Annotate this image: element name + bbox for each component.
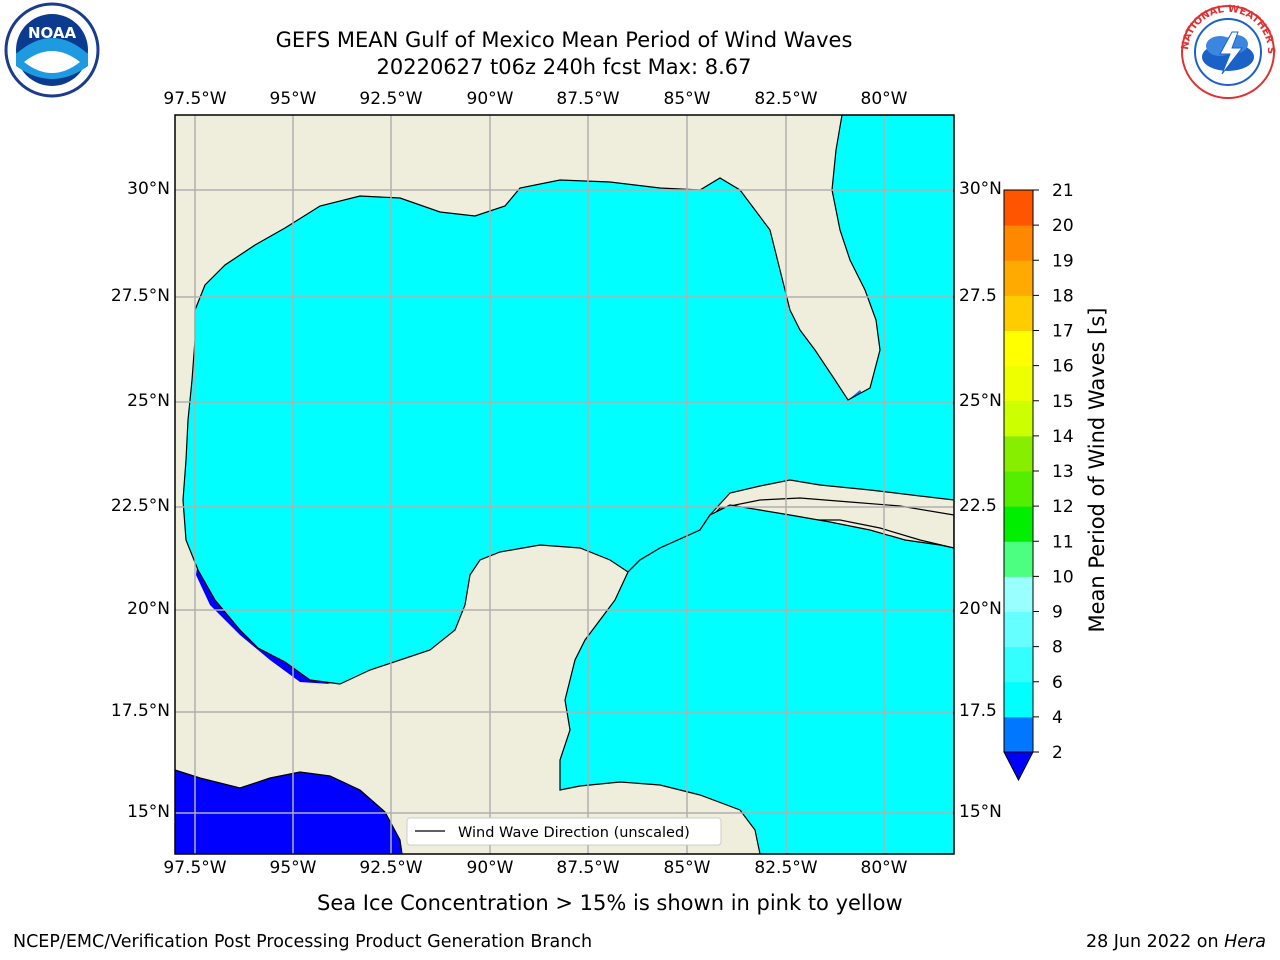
colorbar-segment — [1004, 330, 1033, 367]
footer-date-text: 28 Jun 2022 on — [1085, 932, 1225, 952]
lat-tick-left: 17.5°N — [110, 701, 170, 721]
lat-tick-left: 20°N — [127, 599, 170, 619]
colorbar-segment — [1004, 260, 1033, 296]
lon-tick-bottom: 90°W — [466, 858, 514, 878]
colorbar-tick-label: 15 — [1052, 392, 1074, 412]
colorbar-tick-label: 18 — [1052, 286, 1074, 306]
colorbar-tick-label: 2 — [1052, 743, 1063, 763]
nws-logo-icon: NATIONAL WEATHER SERVICE — [1172, 0, 1280, 102]
colorbar-segment — [1004, 190, 1033, 226]
lat-tick-right: 20°N — [959, 599, 1002, 619]
lat-tick-right: 17.5 — [959, 701, 997, 721]
sea-ice-note: Sea Ice Concentration > 15% is shown in … — [317, 891, 903, 915]
lon-tick-top: 90°W — [466, 89, 514, 109]
lon-tick-bottom: 95°W — [269, 858, 317, 878]
lon-tick-bottom: 87.5°W — [556, 858, 620, 878]
colorbar-tick-label: 13 — [1052, 462, 1074, 482]
colorbar-tick-label: 9 — [1052, 603, 1063, 623]
chart-subtitle: 20220627 t06z 240h fcst Max: 8.67 — [376, 55, 752, 79]
lon-tick-bottom: 97.5°W — [163, 858, 227, 878]
colorbar-tick-label: 8 — [1052, 638, 1063, 658]
lon-tick-top: 92.5°W — [359, 89, 423, 109]
colorbar-segment — [1004, 225, 1033, 261]
colorbar-tick-label: 11 — [1052, 532, 1074, 552]
colorbar-tick-label: 19 — [1052, 251, 1074, 271]
colorbar-tick-label: 20 — [1052, 216, 1074, 236]
colorbar-tick-label: 12 — [1052, 497, 1074, 517]
colorbar-tick-label: 17 — [1052, 322, 1074, 342]
lat-tick-right: 22.5 — [959, 496, 997, 516]
colorbar-segment — [1004, 506, 1033, 542]
colorbar-tick-label: 16 — [1052, 357, 1074, 377]
lon-tick-top: 85°W — [663, 89, 711, 109]
colorbar-segment — [1004, 576, 1033, 612]
colorbar-segment — [1004, 400, 1033, 437]
lat-tick-left: 15°N — [127, 802, 170, 822]
lat-tick-right: 30°N — [959, 179, 1002, 199]
colorbar-segment — [1004, 541, 1033, 577]
lat-tick-left: 25°N — [127, 391, 170, 411]
lat-tick-right: 27.5 — [959, 286, 997, 306]
colorbar-under-extension — [1003, 751, 1034, 782]
lon-tick-bottom: 80°W — [860, 858, 908, 878]
arrow-legend: Wind Wave Direction (unscaled) — [406, 817, 722, 846]
noaa-logo-icon: NOAA — [2, 2, 102, 102]
colorbar-segment — [1004, 435, 1033, 472]
legend-label: Wind Wave Direction (unscaled) — [458, 825, 690, 841]
gridlines — [175, 115, 954, 854]
map-frame — [174, 114, 955, 855]
colorbar-tick-label: 10 — [1052, 567, 1074, 587]
colorbar-tick-label: 6 — [1052, 673, 1063, 693]
colorbar-segment — [1004, 295, 1033, 331]
lat-tick-left: 30°N — [127, 179, 170, 199]
colorbar-label: Mean Period of Wind Waves [s] — [1085, 307, 1109, 633]
lat-tick-left: 27.5°N — [110, 286, 170, 306]
chart-title: GEFS MEAN Gulf of Mexico Mean Period of … — [275, 28, 853, 52]
colorbar-segment — [1004, 365, 1033, 402]
colorbar-segment — [1004, 681, 1033, 718]
colorbar-tick-label: 4 — [1052, 708, 1063, 728]
footer-branch: NCEP/EMC/Verification Post Processing Pr… — [13, 932, 593, 952]
colorbar: 2 4 6 8 9 10 11 12 13 14 15 16 17 18 19 20 21 — [1003, 181, 1074, 782]
colorbar-segment — [1004, 716, 1033, 753]
lat-tick-right: 15°N — [959, 802, 1002, 822]
lon-tick-top: 80°W — [860, 89, 908, 109]
lon-tick-top: 95°W — [269, 89, 317, 109]
lon-tick-bottom: 85°W — [663, 858, 711, 878]
colorbar-tick-label: 21 — [1052, 181, 1074, 201]
lon-tick-bottom: 92.5°W — [359, 858, 423, 878]
lon-tick-top: 87.5°W — [556, 89, 620, 109]
lat-tick-left: 22.5°N — [110, 496, 170, 516]
colorbar-tick-label: 14 — [1052, 427, 1074, 447]
noaa-logo-text: NOAA — [28, 24, 77, 42]
colorbar-segment — [1004, 471, 1033, 507]
lon-tick-top: 97.5°W — [163, 89, 227, 109]
lon-tick-bottom: 82.5°W — [754, 858, 818, 878]
colorbar-segment — [1004, 611, 1033, 648]
lat-tick-right: 25°N — [959, 391, 1002, 411]
footer-host: Hera — [1224, 932, 1266, 952]
footer-date: 28 Jun 2022 on Hera — [1086, 932, 1266, 952]
lon-tick-top: 82.5°W — [754, 89, 818, 109]
colorbar-segment — [1004, 646, 1033, 683]
